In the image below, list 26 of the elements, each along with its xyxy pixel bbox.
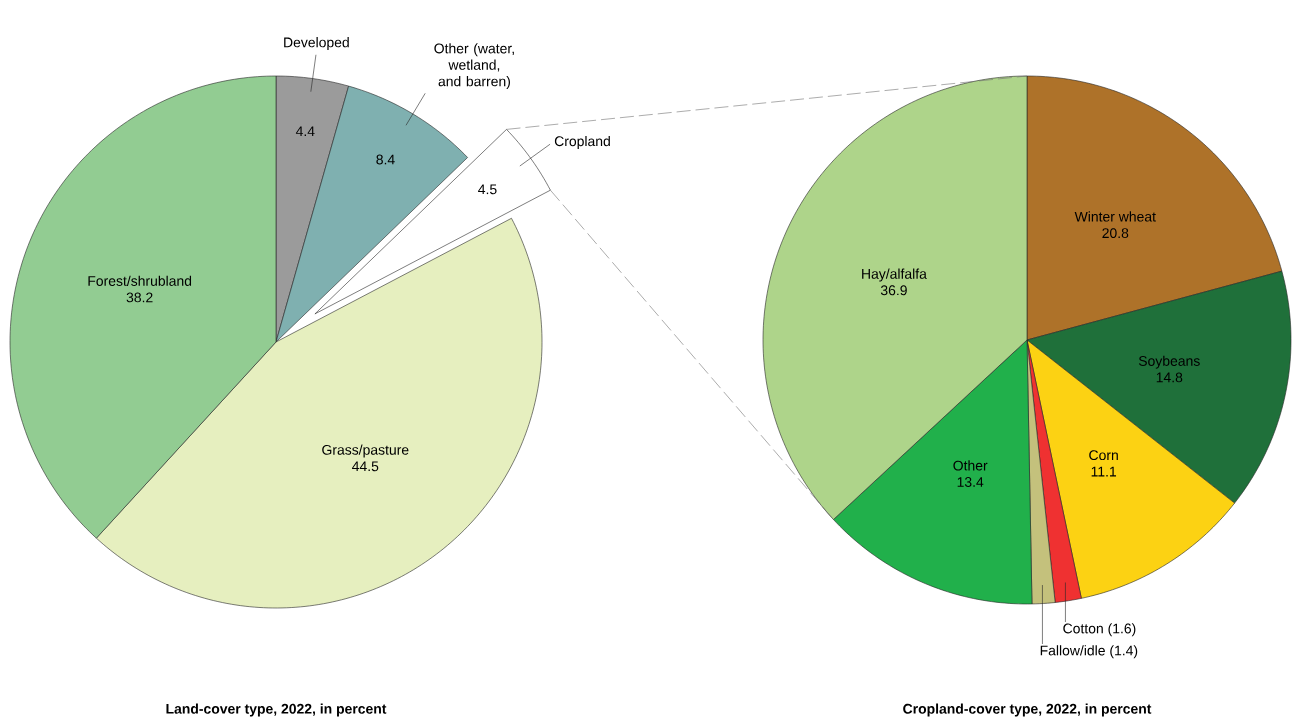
slice-label: Developed [284, 37, 349, 51]
slice-label: Cropland [554, 135, 610, 149]
data-label: 14.8 [1156, 372, 1183, 383]
slice-label: Winter wheat [1074, 211, 1156, 222]
data-label: 4.5 [478, 184, 497, 195]
slice-label: Hay/alfalfa [862, 268, 927, 282]
data-label: 13.4 [957, 477, 984, 487]
text: Land-cover type, 2022, in percent [166, 703, 387, 717]
data-label: 36.9 [880, 285, 907, 296]
text: Cropland-cover type, 2022, in percent [903, 703, 1152, 717]
data-label: 8.4 [376, 154, 395, 165]
slice-label: Grass/pasture [322, 444, 409, 458]
slice-label: Forest/shrubland [88, 275, 192, 286]
slice-label: Corn [1089, 450, 1118, 461]
data-label: 4.4 [295, 126, 315, 137]
data-label: (1.6) [1108, 623, 1136, 637]
data-label: (1.4) [1110, 645, 1138, 659]
data-label: 20.8 [1102, 228, 1129, 239]
slice-label: Soybeans [1138, 355, 1200, 369]
data-label: 11.1 [1091, 466, 1117, 477]
data-label: 44.5 [352, 461, 379, 472]
slice-label: Cotton [1063, 623, 1103, 634]
slice-label: Fallow/idle [1040, 645, 1105, 656]
data-label: 38.2 [126, 292, 153, 303]
slice-label: Other [953, 460, 988, 471]
slice-label: Other (water, wetland, and barren) [434, 43, 514, 90]
